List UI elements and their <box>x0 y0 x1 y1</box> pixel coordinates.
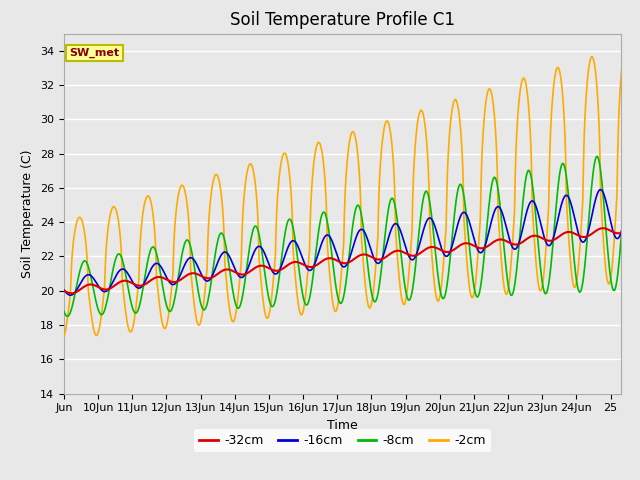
Legend: -32cm, -16cm, -8cm, -2cm: -32cm, -16cm, -8cm, -2cm <box>194 429 491 452</box>
Title: Soil Temperature Profile C1: Soil Temperature Profile C1 <box>230 11 455 29</box>
Y-axis label: Soil Temperature (C): Soil Temperature (C) <box>22 149 35 278</box>
Text: SW_met: SW_met <box>69 48 119 58</box>
X-axis label: Time: Time <box>327 419 358 432</box>
